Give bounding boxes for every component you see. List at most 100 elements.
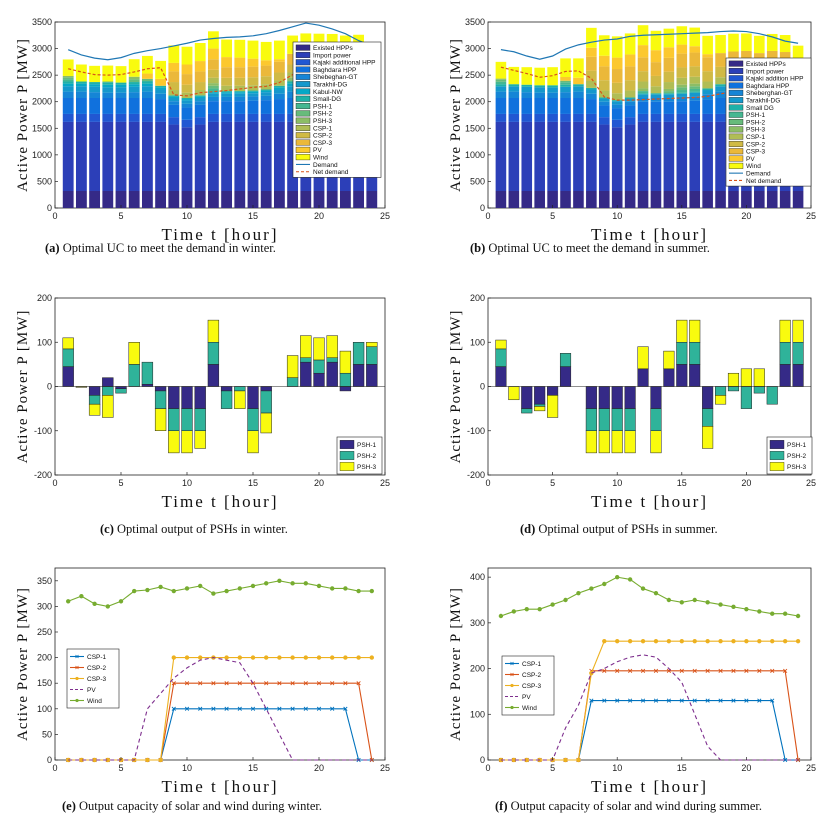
bar-psh-2-h11 [624, 408, 636, 431]
bar-psh-3-h11 [194, 430, 206, 449]
y-tick-label: 0 [47, 203, 52, 213]
bar-existed-hpps-h24 [366, 190, 378, 208]
legend-label-pv: PV [313, 147, 322, 154]
y-tick-label: 3500 [465, 17, 485, 27]
bar-import-power-h17 [702, 121, 713, 191]
legend-marker-csp-2 [510, 672, 514, 677]
bar-tarakhil-dg-h17 [273, 89, 285, 94]
bar-wind-h16 [689, 27, 701, 47]
bar-wind-h12 [207, 31, 219, 49]
bar-wind-h4 [534, 67, 545, 86]
point-csp-3-h3 [92, 757, 97, 763]
point-wind-h2 [511, 609, 517, 614]
demand-line [500, 30, 799, 60]
bar-kajaki-addition-hpp-h13 [650, 113, 662, 122]
bar-pv-h13 [650, 50, 662, 63]
bar-tarakhil-dg-h15 [676, 93, 688, 97]
bar-existed-hpps-h8 [155, 190, 167, 208]
bar-wind-h15 [676, 26, 688, 45]
x-tick-label: 20 [314, 763, 324, 773]
point-wind-h15 [679, 600, 684, 605]
bar-kajaki-addition-hpp-h2 [508, 113, 520, 122]
y-axis-label: Active Power P [MW] [15, 38, 31, 192]
bar-import-power-h9 [168, 124, 180, 191]
bar-small-dg-h1 [62, 81, 74, 84]
bar-existed-hpps-h3 [521, 190, 533, 208]
bar-psh-2-h22 [339, 372, 352, 387]
bar-import-power-h5 [115, 121, 127, 191]
bar-existed-hpps-h21 [754, 190, 765, 208]
x-tick-label: 10 [612, 478, 622, 488]
legend-label-demand: Demand [746, 170, 771, 177]
caption-text: Output capacity of solar and wind during… [508, 799, 762, 813]
point-csp-2-h20 [316, 681, 322, 686]
bar-csp-2-h9 [168, 82, 180, 91]
bar-psh-3-h10 [611, 430, 623, 454]
legend-label-wind: Wind [87, 698, 102, 705]
bar-psh-2-h8 [585, 408, 597, 431]
y-tick-label: 0 [47, 382, 52, 392]
point-csp-3-h24 [795, 638, 801, 644]
bar-small-dg-h17 [702, 88, 713, 91]
bar-pv-h9 [168, 62, 180, 72]
bar-existed-hpps-h19 [300, 190, 312, 208]
bar-shebeghan-gt-h13 [221, 96, 233, 102]
bar-wind-h9 [168, 45, 180, 63]
bar-existed-hpps-h6 [560, 190, 571, 208]
y-tick-label: 2000 [465, 97, 485, 107]
bar-baghdara-hpp-h11 [624, 105, 636, 118]
bar-import-power-h18 [287, 121, 299, 191]
bar-tarakhil-dg-h2 [508, 86, 520, 92]
point-csp-2-h23 [783, 668, 788, 673]
bar-sheberghan-gt-h7 [573, 91, 584, 98]
bar-pv-h8 [155, 78, 167, 86]
bar-psh-1-h9 [168, 386, 180, 409]
bar-csp-1-h9 [598, 90, 610, 98]
point-csp-3-h24 [369, 655, 374, 660]
y-tick-label: 2500 [32, 70, 52, 80]
bar-baghdara-hpp-h7 [573, 97, 584, 114]
bar-pv-h12 [207, 48, 219, 60]
bar-wind-h17 [702, 35, 713, 55]
bar-csp-3-h17 [702, 57, 713, 72]
bar-psh-3-h20 [313, 337, 325, 361]
point-wind-h22 [343, 586, 348, 591]
y-tick-label: 3000 [465, 44, 485, 54]
point-wind-h12 [211, 591, 216, 596]
point-csp-1-h16 [692, 698, 697, 703]
point-csp-1-h9 [602, 698, 607, 703]
x-tick-label: 20 [314, 478, 324, 488]
bar-kabul-nw-h10 [181, 99, 193, 101]
bar-baghdara-hpp-h16 [689, 100, 701, 114]
y-axis-label: Active Power P [MW] [15, 587, 31, 741]
bar-baghdara-hpp-h15 [247, 100, 259, 114]
bar-psh-1-h17 [702, 386, 714, 409]
bar-csp-3-h14 [234, 67, 246, 78]
bar-psh-3-h21 [753, 368, 765, 387]
y-tick-label: 350 [37, 576, 52, 586]
point-csp-3-h17 [705, 638, 710, 644]
point-csp-1-h13 [653, 698, 659, 703]
point-csp-1-h21 [757, 698, 762, 703]
x-axis-label: Time t [hour] [162, 225, 279, 244]
y-tick-label: 50 [42, 729, 52, 739]
bar-csp-1-h15 [247, 85, 259, 91]
bar-baghdara-hpp-h6 [560, 97, 571, 114]
bar-import-power-h6 [560, 121, 571, 191]
bar-csp-1-h12 [637, 81, 649, 89]
bar-small-dg-h4 [102, 82, 114, 85]
x-tick-label: 0 [52, 478, 57, 488]
legend-label-psh-2: PSH-2 [357, 453, 377, 460]
point-csp-1-h21 [330, 706, 335, 711]
x-tick-label: 10 [612, 211, 622, 221]
x-tick-label: 15 [677, 478, 687, 488]
bar-csp-1-h10 [611, 93, 623, 101]
line-pv [500, 654, 799, 761]
bar-kajaki-additional-hpp-h18 [287, 113, 299, 122]
bar-existed-hpps-h5 [547, 190, 558, 208]
bar-psh-3-h15 [676, 84, 688, 88]
bar-pv-h11 [194, 61, 206, 72]
point-wind-h24 [795, 613, 801, 619]
bar-psh-1-h24 [366, 364, 378, 387]
point-csp-3-h11 [627, 638, 633, 644]
